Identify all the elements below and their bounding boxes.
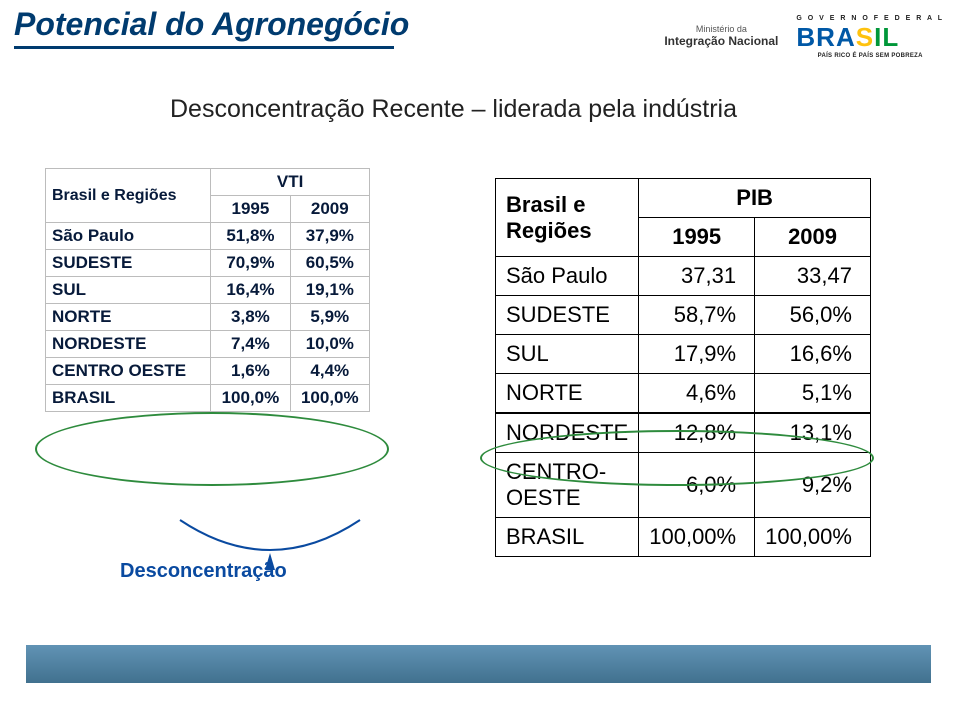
row-label: BRASIL <box>46 385 211 412</box>
row-val: 4,4% <box>290 358 369 385</box>
row-val: 100,00% <box>755 518 871 557</box>
pib-year: 1995 <box>639 218 755 257</box>
pib-metric-header: PIB <box>639 179 871 218</box>
row-val: 5,9% <box>290 304 369 331</box>
table-row: SUL17,9%16,6% <box>496 335 871 374</box>
brasil-letter: L <box>882 22 899 52</box>
row-val: 17,9% <box>639 335 755 374</box>
row-val: 37,31 <box>639 257 755 296</box>
highlight-ellipse-right <box>480 430 874 486</box>
row-val: 4,6% <box>639 374 755 414</box>
row-val: 58,7% <box>639 296 755 335</box>
header-logos: Ministério da Integração Nacional G O V … <box>664 4 944 70</box>
pib-group-header: Brasil e Regiões <box>496 179 639 257</box>
desconcentracao-label: Desconcentração <box>120 560 287 583</box>
row-label: NORTE <box>46 304 211 331</box>
brasil-letter: B <box>796 22 816 52</box>
row-val: 60,5% <box>290 250 369 277</box>
row-val: 37,9% <box>290 223 369 250</box>
row-val: 5,1% <box>755 374 871 414</box>
subtitle: Desconcentração Recente – liderada pela … <box>170 95 737 124</box>
row-val: 56,0% <box>755 296 871 335</box>
row-val: 16,6% <box>755 335 871 374</box>
table-row: NORTE3,8%5,9% <box>46 304 370 331</box>
row-label: SUL <box>496 335 639 374</box>
row-val: 33,47 <box>755 257 871 296</box>
row-label: NORDESTE <box>46 331 211 358</box>
table-row: NORTE4,6%5,1% <box>496 374 871 414</box>
brasil-letter: S <box>856 22 874 52</box>
vti-year: 1995 <box>211 196 290 223</box>
vti-metric-header: VTI <box>211 169 370 196</box>
row-label: SUDESTE <box>46 250 211 277</box>
gov-brasil-logo: G O V E R N O F E D E R A L BRASIL PAÍS … <box>796 15 944 59</box>
table-row: São Paulo51,8%37,9% <box>46 223 370 250</box>
vti-table: Brasil e Regiões VTI 1995 2009 São Paulo… <box>45 168 370 412</box>
row-val: 100,00% <box>639 518 755 557</box>
table-row: SUDESTE70,9%60,5% <box>46 250 370 277</box>
gov-top-text: G O V E R N O F E D E R A L <box>796 15 944 22</box>
title-underline <box>14 46 394 49</box>
table-row: SUDESTE58,7%56,0% <box>496 296 871 335</box>
row-label: CENTRO OESTE <box>46 358 211 385</box>
row-val: 19,1% <box>290 277 369 304</box>
row-val: 3,8% <box>211 304 290 331</box>
row-val: 100,0% <box>290 385 369 412</box>
row-label: São Paulo <box>496 257 639 296</box>
row-val: 7,4% <box>211 331 290 358</box>
table-row: BRASIL100,0%100,0% <box>46 385 370 412</box>
ministry-line2: Integração Nacional <box>664 35 778 48</box>
row-label: São Paulo <box>46 223 211 250</box>
row-val: 100,0% <box>211 385 290 412</box>
table-row: BRASIL100,00%100,00% <box>496 518 871 557</box>
row-val: 16,4% <box>211 277 290 304</box>
row-val: 10,0% <box>290 331 369 358</box>
pib-year: 2009 <box>755 218 871 257</box>
vti-group-header: Brasil e Regiões <box>46 169 211 223</box>
page-title: Potencial do Agronegócio <box>14 6 409 43</box>
table-row: São Paulo37,3133,47 <box>496 257 871 296</box>
brasil-letter: R <box>816 22 836 52</box>
table-row: SUL16,4%19,1% <box>46 277 370 304</box>
brasil-wordmark: BRASIL <box>796 22 944 53</box>
pib-table-container: Brasil e Regiões PIB 1995 2009 São Paulo… <box>495 178 850 557</box>
ministry-logo: Ministério da Integração Nacional <box>664 25 778 48</box>
footer-bar <box>26 645 931 683</box>
vti-table-container: Brasil e Regiões VTI 1995 2009 São Paulo… <box>45 168 370 412</box>
table-row: NORDESTE7,4%10,0% <box>46 331 370 358</box>
table-row: CENTRO OESTE1,6%4,4% <box>46 358 370 385</box>
row-val: 51,8% <box>211 223 290 250</box>
row-label: SUL <box>46 277 211 304</box>
pib-table: Brasil e Regiões PIB 1995 2009 São Paulo… <box>495 178 871 557</box>
row-label: NORTE <box>496 374 639 414</box>
highlight-ellipse-left <box>35 412 389 486</box>
gov-slogan: PAÍS RICO É PAÍS SEM POBREZA <box>796 53 944 59</box>
row-label: BRASIL <box>496 518 639 557</box>
row-val: 70,9% <box>211 250 290 277</box>
row-val: 1,6% <box>211 358 290 385</box>
row-label: SUDESTE <box>496 296 639 335</box>
vti-year: 2009 <box>290 196 369 223</box>
brasil-letter: A <box>836 22 856 52</box>
